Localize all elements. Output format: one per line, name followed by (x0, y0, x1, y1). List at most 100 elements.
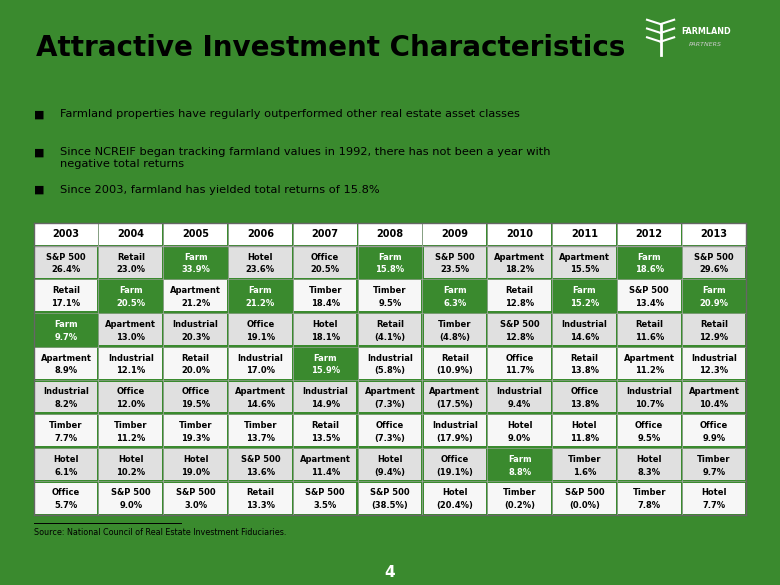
Bar (229, 247, 292, 278)
Text: Industrial: Industrial (626, 387, 672, 397)
Bar (100, 415, 162, 446)
Text: Office: Office (635, 421, 663, 430)
Bar (488, 314, 551, 345)
Text: 9.0%: 9.0% (119, 501, 142, 510)
Text: S&P 500: S&P 500 (111, 488, 151, 497)
Bar (165, 449, 227, 480)
Text: Since NCREIF began tracking farmland values in 1992, there has not been a year w: Since NCREIF began tracking farmland val… (60, 147, 551, 169)
Text: Timber: Timber (179, 421, 212, 430)
Text: 33.9%: 33.9% (181, 266, 210, 274)
Bar (423, 223, 487, 245)
Bar (553, 415, 615, 446)
Bar (359, 381, 421, 412)
Bar (229, 415, 292, 446)
Text: 8.9%: 8.9% (55, 366, 77, 376)
Text: FARMLAND: FARMLAND (681, 27, 731, 36)
Text: 20.5%: 20.5% (310, 266, 340, 274)
Bar (488, 247, 551, 278)
Text: 8.3%: 8.3% (638, 467, 661, 477)
Text: 19.0%: 19.0% (181, 467, 210, 477)
Text: Hotel: Hotel (183, 455, 208, 464)
Text: Industrial: Industrial (237, 354, 283, 363)
Text: 20.9%: 20.9% (700, 299, 729, 308)
Text: Industrial: Industrial (367, 354, 413, 363)
Text: 15.8%: 15.8% (375, 266, 405, 274)
Text: (10.9%): (10.9%) (437, 366, 473, 376)
Text: Retail: Retail (441, 354, 469, 363)
Bar (424, 348, 486, 379)
Text: 23.6%: 23.6% (246, 266, 275, 274)
Bar (229, 449, 292, 480)
Bar (165, 381, 227, 412)
Text: 2006: 2006 (247, 229, 274, 239)
Bar (100, 483, 162, 514)
Bar (99, 223, 162, 245)
Text: Timber: Timber (633, 488, 666, 497)
Bar (553, 483, 615, 514)
Text: 29.6%: 29.6% (700, 266, 729, 274)
Bar (164, 223, 227, 245)
Bar (424, 449, 486, 480)
Text: 9.7%: 9.7% (703, 467, 725, 477)
Text: (38.5%): (38.5%) (371, 501, 409, 510)
Text: Farm: Farm (249, 286, 272, 295)
Text: Retail: Retail (635, 320, 663, 329)
Text: Office: Office (700, 421, 729, 430)
Text: S&P 500: S&P 500 (500, 320, 540, 329)
Text: Apartment: Apartment (235, 387, 286, 397)
Text: Timber: Timber (243, 421, 277, 430)
Text: 21.2%: 21.2% (246, 299, 275, 308)
Text: 2005: 2005 (182, 229, 209, 239)
Text: S&P 500: S&P 500 (46, 253, 86, 261)
Bar (100, 280, 162, 311)
Bar (165, 314, 227, 345)
Text: 13.8%: 13.8% (570, 400, 599, 409)
Text: 2004: 2004 (117, 229, 144, 239)
Bar (293, 223, 357, 245)
Text: Industrial: Industrial (303, 387, 348, 397)
Bar (424, 314, 486, 345)
Text: Office: Office (376, 421, 404, 430)
Text: 13.7%: 13.7% (246, 434, 275, 443)
Text: (0.2%): (0.2%) (504, 501, 535, 510)
Text: S&P 500: S&P 500 (694, 253, 734, 261)
Text: Office: Office (246, 320, 275, 329)
Bar (34, 449, 98, 480)
Bar (618, 348, 680, 379)
Text: (4.1%): (4.1%) (374, 333, 406, 342)
Text: Farm: Farm (637, 253, 661, 261)
Text: Office: Office (117, 387, 145, 397)
Text: Hotel: Hotel (313, 320, 338, 329)
Text: Retail: Retail (311, 421, 339, 430)
Text: Retail: Retail (505, 286, 534, 295)
Text: 21.2%: 21.2% (181, 299, 210, 308)
Text: (4.8%): (4.8%) (439, 333, 470, 342)
Bar (294, 449, 356, 480)
Text: 17.0%: 17.0% (246, 366, 275, 376)
Bar (34, 348, 98, 379)
Text: 11.4%: 11.4% (310, 467, 340, 477)
Bar (359, 314, 421, 345)
Bar (359, 449, 421, 480)
Text: 10.7%: 10.7% (635, 400, 664, 409)
Bar (165, 247, 227, 278)
Text: 26.4%: 26.4% (51, 266, 80, 274)
Bar (34, 415, 98, 446)
Text: Apartment: Apartment (41, 354, 91, 363)
Text: 7.7%: 7.7% (55, 434, 77, 443)
Text: (7.3%): (7.3%) (374, 434, 406, 443)
Text: Apartment: Apartment (429, 387, 480, 397)
Text: 7.8%: 7.8% (638, 501, 661, 510)
Text: Apartment: Apartment (105, 320, 156, 329)
Bar (488, 280, 551, 311)
Text: 12.0%: 12.0% (116, 400, 145, 409)
Bar (294, 483, 356, 514)
Text: 2007: 2007 (312, 229, 339, 239)
Text: 15.9%: 15.9% (310, 366, 340, 376)
Text: Hotel: Hotel (572, 421, 597, 430)
Text: 19.3%: 19.3% (181, 434, 210, 443)
Bar (229, 348, 292, 379)
Text: S&P 500: S&P 500 (176, 488, 215, 497)
Text: 6.1%: 6.1% (55, 467, 78, 477)
Text: 23.0%: 23.0% (116, 266, 145, 274)
